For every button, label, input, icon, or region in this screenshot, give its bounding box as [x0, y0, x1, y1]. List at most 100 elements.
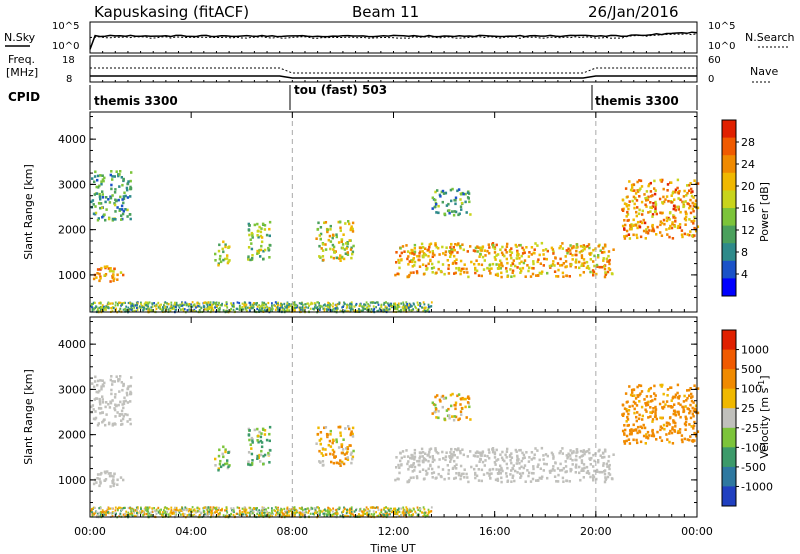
velocity-cell: [574, 465, 577, 469]
power-cell: [113, 175, 116, 178]
velocity-cell: [115, 512, 117, 515]
velocity-cell: [666, 388, 670, 391]
velocity-cell: [670, 431, 674, 435]
velocity-cell: [470, 465, 473, 469]
power-cell: [207, 309, 209, 313]
velocity-cell: [209, 508, 211, 511]
power-cell: [332, 302, 334, 305]
velocity-cell: [384, 510, 387, 513]
power-cell: [322, 304, 325, 307]
velocity-cell: [374, 506, 376, 509]
power-cell: [342, 304, 345, 307]
velocity-cell: [247, 460, 250, 463]
power-cell: [284, 305, 286, 308]
velocity-cell: [632, 423, 635, 427]
velocity-cell: [316, 511, 319, 514]
velocity-cell: [219, 459, 222, 463]
velocity-cell: [247, 451, 251, 454]
power-cell: [99, 302, 102, 305]
power-cell: [459, 272, 462, 276]
power-cell: [119, 301, 122, 304]
velocity-cell: [359, 508, 361, 511]
velocity-cell: [102, 384, 105, 388]
power-cell: [372, 309, 375, 312]
power-cell: [541, 270, 544, 274]
power-cell: [427, 305, 430, 308]
power-cell: [509, 254, 512, 257]
power-cell: [690, 194, 694, 198]
power-cell: [342, 233, 345, 236]
velocity-cell: [191, 506, 194, 509]
power-cell: [271, 308, 274, 311]
power-cell: [660, 234, 664, 237]
nsky-panel: N.Sky 10^5 10^0 10^5 10^0 N.Search: [4, 21, 795, 54]
velocity-cell: [121, 413, 124, 416]
nsearch-tick-top: 10^5: [708, 21, 735, 32]
velocity-cell: [437, 409, 440, 413]
power-cell: [632, 224, 635, 227]
power-cell: [453, 248, 456, 252]
power-cell: [217, 262, 220, 265]
velocity-cell: [364, 512, 366, 515]
velocity-cell: [516, 471, 519, 474]
velocity-cell: [181, 513, 184, 516]
power-cell: [96, 307, 99, 310]
velocity-cell: [647, 400, 650, 404]
power-cell: [441, 200, 444, 204]
power-cell: [625, 203, 628, 206]
cpid-row: CPID themis 3300 tou (fast) 503 themis 3…: [8, 83, 698, 110]
power-cell: [522, 261, 526, 265]
velocity-cell: [447, 407, 450, 411]
power-cell: [452, 213, 456, 217]
velocity-cell: [486, 454, 489, 458]
velocity-cell: [441, 468, 445, 471]
power-cell: [268, 220, 272, 224]
velocity-cell: [677, 397, 680, 400]
velocity-cell: [449, 460, 452, 463]
power-cell: [250, 242, 253, 245]
velocity-cell: [515, 462, 518, 465]
power-cell: [572, 246, 575, 249]
velocity-cell: [589, 475, 592, 479]
power-cell: [243, 301, 246, 304]
power-cell: [101, 193, 104, 196]
power-cell: [251, 306, 254, 309]
power-cell: [689, 230, 692, 233]
velocity-cell: [652, 407, 655, 410]
velocity-cell: [634, 401, 637, 405]
velocity-cell: [316, 506, 319, 509]
velocity-cell: [286, 514, 289, 517]
velocity-cell: [328, 511, 331, 515]
power-cell: [437, 246, 440, 250]
power-cell: [683, 232, 686, 236]
power-cell: [646, 225, 650, 229]
velocity-cell: [279, 513, 282, 516]
power-cell: [335, 256, 338, 260]
velocity-cell: [311, 507, 313, 510]
power-cell: [480, 274, 483, 278]
power-cell: [458, 212, 461, 216]
power-cell: [462, 248, 465, 252]
power-cell: [225, 257, 229, 260]
power-cell: [553, 264, 556, 267]
power-cell: [569, 264, 572, 268]
velocity-cell: [261, 427, 265, 431]
velocity-cell: [431, 455, 434, 458]
power-cell: [474, 268, 477, 271]
velocity-cell: [101, 411, 104, 415]
power-cell: [676, 205, 680, 209]
velocity-cell: [133, 514, 136, 517]
velocity-cell: [493, 461, 497, 464]
power-cell: [251, 233, 254, 236]
power-cell: [684, 210, 687, 214]
velocity-cell: [473, 467, 476, 471]
power-cell: [505, 257, 508, 261]
power-cell: [318, 302, 320, 305]
velocity-cell: [325, 509, 327, 512]
velocity-cell: [654, 414, 657, 418]
velocity-cell: [197, 509, 200, 513]
power-cell: [391, 305, 393, 308]
velocity-cell: [369, 506, 372, 509]
power-cell: [695, 229, 698, 233]
power-cell: [514, 264, 517, 268]
